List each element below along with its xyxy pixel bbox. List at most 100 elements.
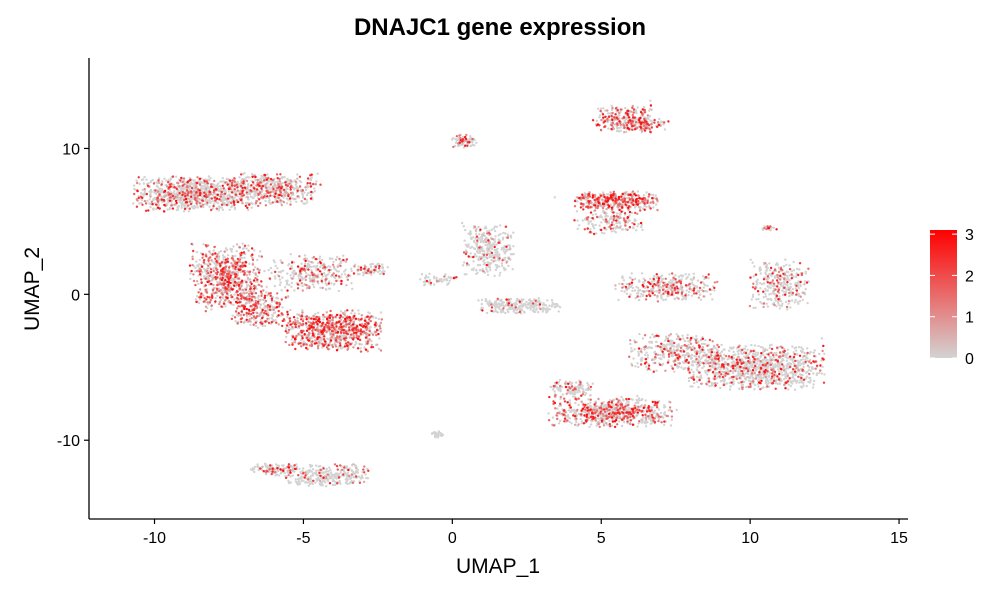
cell-point xyxy=(329,268,333,271)
cell-point xyxy=(776,263,779,266)
cell-point xyxy=(645,205,648,208)
cell-point xyxy=(687,343,690,347)
cell-point xyxy=(713,289,716,292)
cell-point xyxy=(496,253,499,257)
cell-point xyxy=(221,208,225,211)
cell-point xyxy=(725,367,728,370)
cell-point xyxy=(490,228,493,232)
cell-point xyxy=(233,208,237,211)
cell-point xyxy=(820,337,824,340)
cell-point xyxy=(665,335,668,338)
cell-point xyxy=(637,298,641,302)
cell-point xyxy=(205,275,208,278)
cell-point xyxy=(587,398,590,401)
cell-point xyxy=(147,182,150,185)
cell-point xyxy=(301,284,304,288)
cell-point xyxy=(668,273,671,276)
cell-point xyxy=(808,376,811,380)
cell-point xyxy=(697,290,700,294)
cell-point xyxy=(350,282,353,285)
cell-point xyxy=(191,205,194,208)
cell-point xyxy=(138,182,141,186)
cell-point xyxy=(304,262,307,265)
cell-point xyxy=(259,318,263,321)
cell-point xyxy=(344,268,347,271)
cell-point xyxy=(188,187,191,190)
cell-point xyxy=(660,274,664,277)
cell-point xyxy=(480,302,484,306)
cell-point xyxy=(250,206,253,209)
cell-point xyxy=(632,357,635,360)
cell-point xyxy=(217,201,220,205)
cell-point xyxy=(263,192,266,196)
cell-point xyxy=(253,266,257,269)
cell-point xyxy=(333,275,336,279)
cell-point xyxy=(623,290,626,293)
cell-point xyxy=(704,359,707,362)
cell-point xyxy=(303,254,307,257)
cell-point xyxy=(675,333,678,336)
cell-point xyxy=(257,298,260,302)
cell-point xyxy=(695,380,699,383)
cell-point xyxy=(698,293,702,296)
cell-point xyxy=(639,358,643,361)
cell-point xyxy=(272,259,275,262)
cell-point xyxy=(534,303,537,306)
cell-point xyxy=(628,285,631,289)
cell-point xyxy=(142,182,146,185)
cell-point xyxy=(645,289,649,292)
cell-point xyxy=(752,275,755,278)
cell-point xyxy=(148,202,151,205)
cell-point xyxy=(252,292,256,295)
cell-point xyxy=(512,252,515,256)
cell-point xyxy=(157,203,160,206)
cell-point xyxy=(620,424,624,428)
cell-point xyxy=(450,138,454,141)
cell-point xyxy=(192,182,195,185)
cell-point xyxy=(482,241,485,244)
cell-point xyxy=(522,310,526,313)
cell-point xyxy=(496,250,499,254)
cell-point xyxy=(601,191,605,194)
cell-point xyxy=(265,285,268,289)
cell-point xyxy=(166,208,169,211)
cell-point xyxy=(818,371,821,375)
cell-point xyxy=(208,199,211,202)
cell-point xyxy=(811,365,814,369)
cell-point xyxy=(502,250,506,253)
cell-point xyxy=(328,257,332,260)
cell-point xyxy=(258,254,261,258)
cell-point xyxy=(738,387,741,390)
cell-point xyxy=(322,272,326,275)
cell-point xyxy=(683,356,687,360)
cell-point xyxy=(529,308,532,311)
cell-point xyxy=(639,295,642,298)
cell-point xyxy=(232,298,236,301)
cell-point xyxy=(328,270,331,274)
cell-point xyxy=(823,373,826,376)
cell-point xyxy=(230,250,233,253)
cell-point xyxy=(209,176,212,180)
cell-point xyxy=(632,226,635,229)
cell-point xyxy=(729,346,732,349)
cell-point xyxy=(350,312,353,315)
cell-point xyxy=(321,258,324,262)
cell-point xyxy=(802,384,805,387)
cell-point xyxy=(155,181,158,184)
cell-point xyxy=(765,269,768,272)
cell-point xyxy=(805,356,808,359)
cell-point xyxy=(256,280,259,283)
cell-point xyxy=(768,262,771,265)
cell-point xyxy=(746,348,749,351)
cell-point xyxy=(266,173,269,176)
cell-point xyxy=(574,401,577,405)
cell-point xyxy=(485,266,488,270)
cell-point xyxy=(286,177,289,181)
cell-point xyxy=(577,387,581,391)
cell-point xyxy=(305,265,309,269)
cell-point xyxy=(281,276,284,279)
cell-point xyxy=(798,268,801,271)
cell-point xyxy=(587,221,591,224)
cell-point xyxy=(490,247,494,251)
cell-point xyxy=(726,358,729,361)
